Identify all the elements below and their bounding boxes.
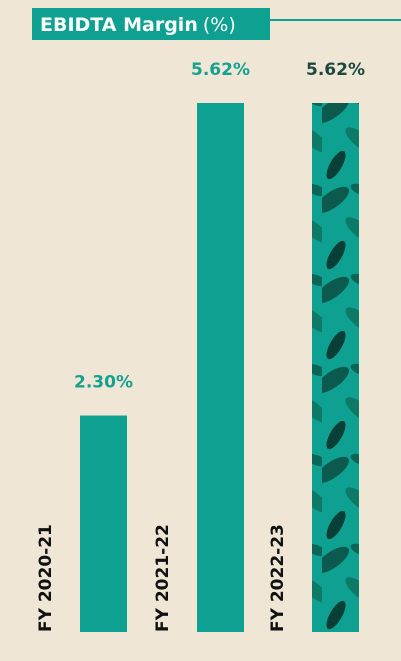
category-label: FY 2022-23 xyxy=(268,524,288,632)
title-unit: (%) xyxy=(203,14,236,36)
title-text: EBIDTA Margin xyxy=(40,14,198,36)
bar xyxy=(80,415,127,632)
value-label: 5.62% xyxy=(306,60,365,80)
value-label: 2.30% xyxy=(74,373,133,393)
title-box xyxy=(32,8,270,40)
chart-title: EBIDTA Margin (%) xyxy=(40,14,236,36)
value-label: 5.62% xyxy=(191,60,250,80)
bar xyxy=(197,103,244,632)
category-label: FY 2020-21 xyxy=(36,524,56,632)
bar xyxy=(312,103,359,632)
category-label: FY 2021-22 xyxy=(153,524,173,632)
